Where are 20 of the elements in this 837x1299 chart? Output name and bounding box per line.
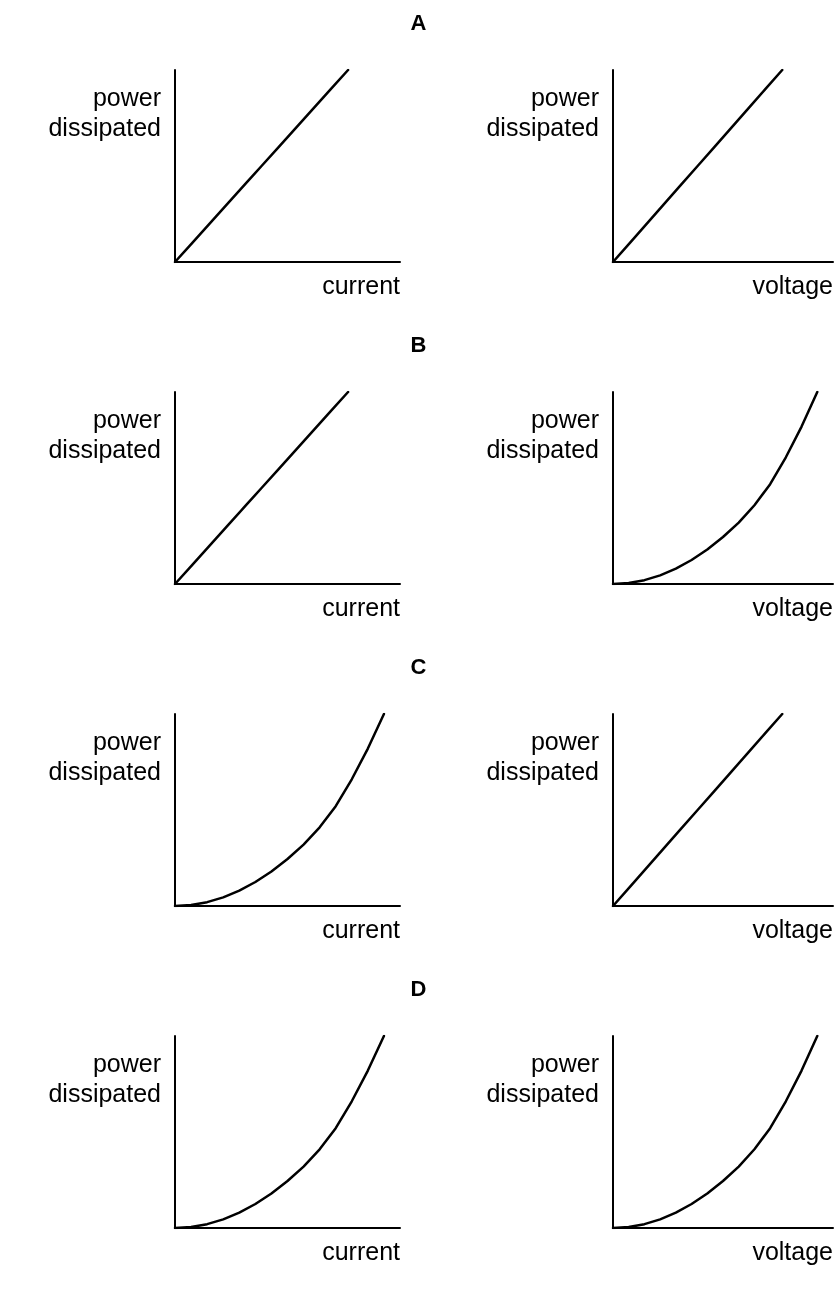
text: D (410, 975, 427, 1001)
y-axis-title: power dissipated (48, 1049, 161, 1107)
x-axis-title: voltage (752, 270, 833, 299)
text: B (410, 331, 427, 357)
x-axis-title: current (322, 914, 401, 943)
x-axis-title: current (322, 270, 401, 299)
x-axis-title: voltage (752, 1236, 833, 1265)
y-axis-title: power dissipated (48, 83, 161, 141)
text: A (410, 9, 427, 35)
x-axis-title: current (322, 1236, 401, 1265)
y-axis-title: power dissipated (486, 727, 599, 785)
x-axis-title: current (322, 592, 401, 621)
y-axis-title: power dissipated (486, 83, 599, 141)
y-axis-title: power dissipated (486, 405, 599, 463)
y-axis-title: power dissipated (48, 727, 161, 785)
y-axis-title: power dissipated (486, 1049, 599, 1107)
x-axis-title: voltage (752, 592, 833, 621)
x-axis-title: voltage (752, 914, 833, 943)
text: C (410, 653, 427, 679)
y-axis-title: power dissipated (48, 405, 161, 463)
